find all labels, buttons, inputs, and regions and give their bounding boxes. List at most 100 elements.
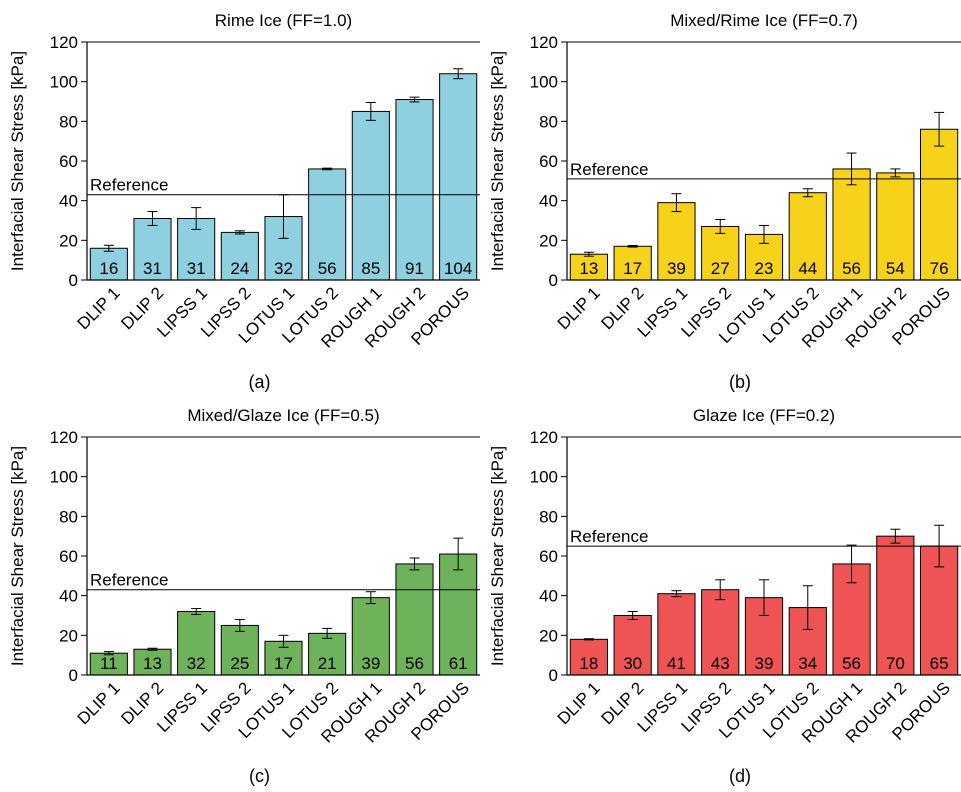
y-tick-label: 80 <box>539 507 558 526</box>
y-tick-label: 0 <box>549 271 558 290</box>
y-tick-label: 40 <box>539 192 558 211</box>
bar <box>613 615 652 676</box>
bar <box>569 253 608 281</box>
y-tick-label: 120 <box>50 33 78 52</box>
panel-label: (a) <box>249 372 271 392</box>
data-label: 18 <box>579 654 598 673</box>
data-label: 11 <box>100 654 118 673</box>
x-tick-label: DLIP 1 <box>74 283 124 333</box>
y-tick-label: 100 <box>50 73 78 92</box>
data-label: 65 <box>930 654 949 673</box>
y-tick-label: 0 <box>549 666 558 685</box>
bar <box>308 168 347 281</box>
y-tick-label: 60 <box>59 152 78 171</box>
y-tick-label: 0 <box>69 666 78 685</box>
data-label: 76 <box>930 259 949 278</box>
y-tick-label: 40 <box>539 587 558 606</box>
data-label: 34 <box>798 654 817 673</box>
y-tick-label: 40 <box>59 587 78 606</box>
y-tick-label: 80 <box>59 507 78 526</box>
y-tick-label: 80 <box>539 112 558 131</box>
panel-label: (b) <box>729 372 751 392</box>
bar <box>701 225 740 281</box>
y-axis-title: Interfacial Shear Stress [kPa] <box>8 51 27 271</box>
data-label: 91 <box>405 259 424 278</box>
data-label: 56 <box>318 259 337 278</box>
data-label: 31 <box>187 259 206 278</box>
data-label: 104 <box>444 259 472 278</box>
data-label: 43 <box>711 654 730 673</box>
bar <box>351 597 390 676</box>
y-axis-title: Interfacial Shear Stress [kPa] <box>488 446 507 666</box>
bar <box>832 168 871 281</box>
panel-label: (c) <box>249 766 270 786</box>
data-label: 27 <box>711 259 730 278</box>
data-label: 30 <box>623 654 642 673</box>
panel-label: (d) <box>729 766 751 786</box>
chart-title: Mixed/Glaze Ice (FF=0.5) <box>187 406 379 425</box>
data-label: 39 <box>667 259 686 278</box>
data-label: 56 <box>842 654 861 673</box>
y-tick-label: 20 <box>539 626 558 645</box>
chart-title: Rime Ice (FF=1.0) <box>215 11 352 30</box>
y-tick-label: 20 <box>59 231 78 250</box>
data-label: 56 <box>405 654 424 673</box>
data-label: 13 <box>143 654 162 673</box>
y-tick-label: 100 <box>530 73 558 92</box>
data-label: 39 <box>361 654 380 673</box>
data-label: 25 <box>230 654 249 673</box>
data-label: 44 <box>798 259 817 278</box>
y-tick-label: 120 <box>50 428 78 447</box>
y-tick-label: 60 <box>539 152 558 171</box>
bar <box>220 231 259 281</box>
bar <box>920 545 959 676</box>
bar <box>920 128 959 281</box>
y-tick-label: 60 <box>539 547 558 566</box>
y-tick-label: 100 <box>530 468 558 487</box>
y-tick-label: 20 <box>59 626 78 645</box>
reference-label: Reference <box>570 527 648 546</box>
data-label: 61 <box>449 654 468 673</box>
y-tick-label: 60 <box>59 547 78 566</box>
data-label: 21 <box>318 654 337 673</box>
data-label: 31 <box>143 259 162 278</box>
chart-title: Mixed/Rime Ice (FF=0.7) <box>670 11 858 30</box>
y-tick-label: 40 <box>59 192 78 211</box>
data-label: 17 <box>623 259 642 278</box>
bar <box>395 99 434 281</box>
reference-label: Reference <box>570 160 648 179</box>
data-label: 32 <box>274 259 293 278</box>
data-label: 54 <box>886 259 905 278</box>
y-axis-title: Interfacial Shear Stress [kPa] <box>488 51 507 271</box>
x-tick-label: DLIP 1 <box>74 678 124 728</box>
bar <box>439 73 478 281</box>
data-label: 70 <box>886 654 905 673</box>
bar <box>876 172 915 281</box>
x-tick-label: DLIP 1 <box>554 678 604 728</box>
data-label: 23 <box>755 259 774 278</box>
data-label: 56 <box>842 259 861 278</box>
data-label: 32 <box>187 654 206 673</box>
y-tick-label: 0 <box>69 271 78 290</box>
y-tick-label: 120 <box>530 428 558 447</box>
reference-label: Reference <box>90 176 168 195</box>
bar <box>569 638 608 676</box>
bar <box>177 611 216 676</box>
data-label: 24 <box>230 259 249 278</box>
reference-label: Reference <box>90 571 168 590</box>
y-tick-label: 100 <box>50 468 78 487</box>
y-tick-label: 120 <box>530 33 558 52</box>
data-label: 16 <box>99 259 118 278</box>
data-label: 17 <box>274 654 293 673</box>
y-axis-title: Interfacial Shear Stress [kPa] <box>8 446 27 666</box>
data-label: 39 <box>755 654 774 673</box>
x-tick-label: DLIP 1 <box>554 283 604 333</box>
chart-title: Glaze Ice (FF=0.2) <box>693 406 835 425</box>
data-label: 13 <box>579 259 598 278</box>
bar <box>395 563 434 676</box>
